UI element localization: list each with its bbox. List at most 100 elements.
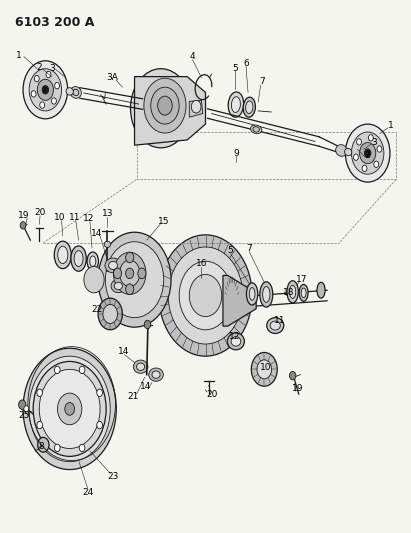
Text: 15: 15 <box>157 217 169 226</box>
Circle shape <box>55 83 60 89</box>
Circle shape <box>38 438 49 452</box>
Circle shape <box>191 100 201 113</box>
Ellipse shape <box>104 241 111 247</box>
Ellipse shape <box>249 288 255 300</box>
Text: 13: 13 <box>102 209 113 218</box>
Text: 12: 12 <box>229 332 241 341</box>
Ellipse shape <box>54 241 71 269</box>
Text: 16: 16 <box>196 260 207 268</box>
Circle shape <box>251 352 277 386</box>
Text: 22: 22 <box>91 305 102 314</box>
Polygon shape <box>189 100 203 117</box>
Circle shape <box>98 232 171 327</box>
Ellipse shape <box>152 371 160 378</box>
Ellipse shape <box>227 333 245 350</box>
Text: 18: 18 <box>283 288 294 297</box>
Circle shape <box>39 369 100 448</box>
Circle shape <box>58 393 82 425</box>
Text: 23: 23 <box>107 472 119 481</box>
Circle shape <box>345 124 390 182</box>
Circle shape <box>144 320 151 329</box>
Circle shape <box>18 400 26 409</box>
Circle shape <box>97 422 102 429</box>
Circle shape <box>46 71 51 78</box>
Ellipse shape <box>66 87 73 95</box>
Text: 9: 9 <box>233 149 239 158</box>
Circle shape <box>42 86 48 94</box>
Ellipse shape <box>344 148 352 156</box>
Circle shape <box>362 165 367 172</box>
Circle shape <box>97 389 102 397</box>
Circle shape <box>54 366 60 374</box>
Text: 2: 2 <box>37 62 42 71</box>
Circle shape <box>377 146 382 152</box>
Ellipse shape <box>231 96 240 112</box>
Circle shape <box>79 444 85 451</box>
Circle shape <box>353 154 358 160</box>
Text: 4: 4 <box>190 52 195 61</box>
Text: 19: 19 <box>18 211 30 220</box>
Circle shape <box>257 360 272 379</box>
Circle shape <box>113 268 122 279</box>
Ellipse shape <box>251 125 262 134</box>
Text: 20: 20 <box>35 208 46 217</box>
Text: 3: 3 <box>49 63 55 72</box>
Text: 3: 3 <box>371 138 376 147</box>
Text: 10: 10 <box>260 364 271 372</box>
Circle shape <box>368 135 373 141</box>
Ellipse shape <box>243 97 255 117</box>
Circle shape <box>159 235 252 356</box>
Circle shape <box>37 389 43 397</box>
Circle shape <box>126 284 134 294</box>
Circle shape <box>65 402 74 415</box>
Text: 25: 25 <box>18 411 30 420</box>
Text: 5: 5 <box>228 246 233 255</box>
Text: 1: 1 <box>16 51 22 60</box>
Circle shape <box>113 252 146 294</box>
Text: 24: 24 <box>82 488 94 497</box>
Circle shape <box>351 132 384 174</box>
Ellipse shape <box>247 283 258 305</box>
Text: 14: 14 <box>118 348 129 357</box>
Ellipse shape <box>136 363 145 370</box>
Text: 14: 14 <box>91 229 102 238</box>
Circle shape <box>357 139 362 145</box>
Text: 19: 19 <box>292 384 304 393</box>
Text: 21: 21 <box>128 392 139 401</box>
Text: 6: 6 <box>243 59 249 68</box>
Text: 6103 200 A: 6103 200 A <box>15 16 94 29</box>
Circle shape <box>23 348 116 470</box>
Circle shape <box>23 61 68 119</box>
Circle shape <box>126 252 134 263</box>
Polygon shape <box>134 77 206 145</box>
Ellipse shape <box>228 92 244 117</box>
Circle shape <box>54 444 60 451</box>
Text: 11: 11 <box>69 213 80 222</box>
Circle shape <box>168 247 243 344</box>
Circle shape <box>144 78 186 133</box>
Circle shape <box>105 241 164 318</box>
Ellipse shape <box>58 246 68 264</box>
Ellipse shape <box>90 256 96 266</box>
Ellipse shape <box>109 261 118 270</box>
Text: 7: 7 <box>259 77 265 86</box>
Ellipse shape <box>317 282 325 298</box>
Ellipse shape <box>260 282 273 307</box>
Ellipse shape <box>71 246 86 271</box>
Circle shape <box>365 149 371 157</box>
Circle shape <box>31 91 36 97</box>
Text: 5: 5 <box>232 63 238 72</box>
Circle shape <box>98 298 122 330</box>
Ellipse shape <box>70 86 81 98</box>
Text: 12: 12 <box>83 214 95 223</box>
Circle shape <box>24 406 29 412</box>
Circle shape <box>79 366 85 374</box>
Text: 10: 10 <box>54 213 65 222</box>
Text: 1: 1 <box>388 120 394 130</box>
Circle shape <box>289 372 296 380</box>
Circle shape <box>120 260 140 287</box>
Circle shape <box>131 69 191 148</box>
Ellipse shape <box>336 144 347 156</box>
Ellipse shape <box>246 101 253 114</box>
Circle shape <box>37 79 53 100</box>
